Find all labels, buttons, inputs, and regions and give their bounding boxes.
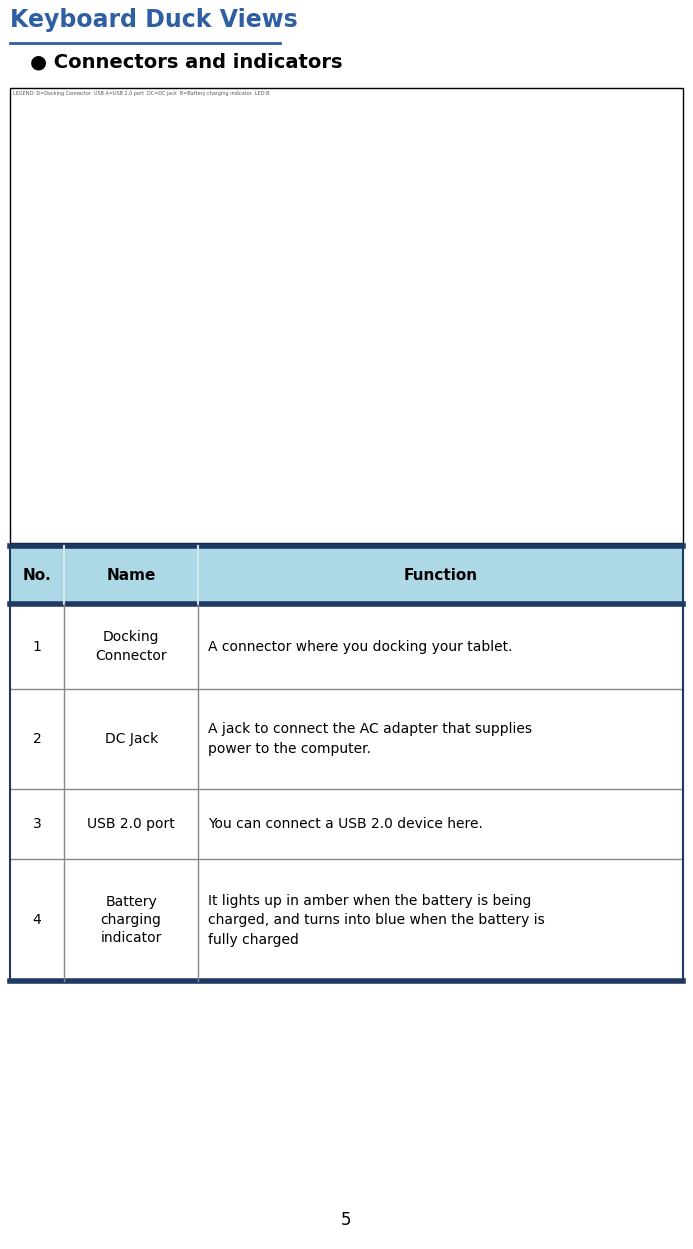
Text: No.: No. [23,567,51,582]
FancyBboxPatch shape [10,689,683,789]
Text: DC Jack: DC Jack [105,732,158,746]
Text: 3: 3 [33,817,42,831]
Text: A jack to connect the AC adapter that supplies
power to the computer.: A jack to connect the AC adapter that su… [209,722,532,756]
Text: It lights up in amber when the battery is being
charged, and turns into blue whe: It lights up in amber when the battery i… [209,893,545,947]
FancyBboxPatch shape [10,605,683,689]
Text: Function: Function [403,567,477,582]
Text: LEGEND: D=Docking Connector  USB A=USB 2.0 port  DC=DC jack  B=Battery charging : LEGEND: D=Docking Connector USB A=USB 2.… [13,91,270,96]
Text: Keyboard Duck Views: Keyboard Duck Views [10,7,298,32]
Text: 5: 5 [341,1212,352,1229]
Text: Battery
charging
indicator: Battery charging indicator [100,894,162,945]
Text: A connector where you docking your tablet.: A connector where you docking your table… [209,639,513,653]
Text: Docking
Connector: Docking Connector [96,631,167,663]
FancyBboxPatch shape [10,87,683,543]
Text: 4: 4 [33,913,42,927]
FancyBboxPatch shape [10,789,683,859]
Text: USB 2.0 port: USB 2.0 port [87,817,175,831]
FancyBboxPatch shape [10,859,683,980]
FancyBboxPatch shape [10,546,683,605]
Text: 1: 1 [33,639,42,653]
Text: Name: Name [107,567,156,582]
Text: ● Connectors and indicators: ● Connectors and indicators [30,52,342,71]
Text: You can connect a USB 2.0 device here.: You can connect a USB 2.0 device here. [209,817,483,831]
Text: 2: 2 [33,732,42,746]
